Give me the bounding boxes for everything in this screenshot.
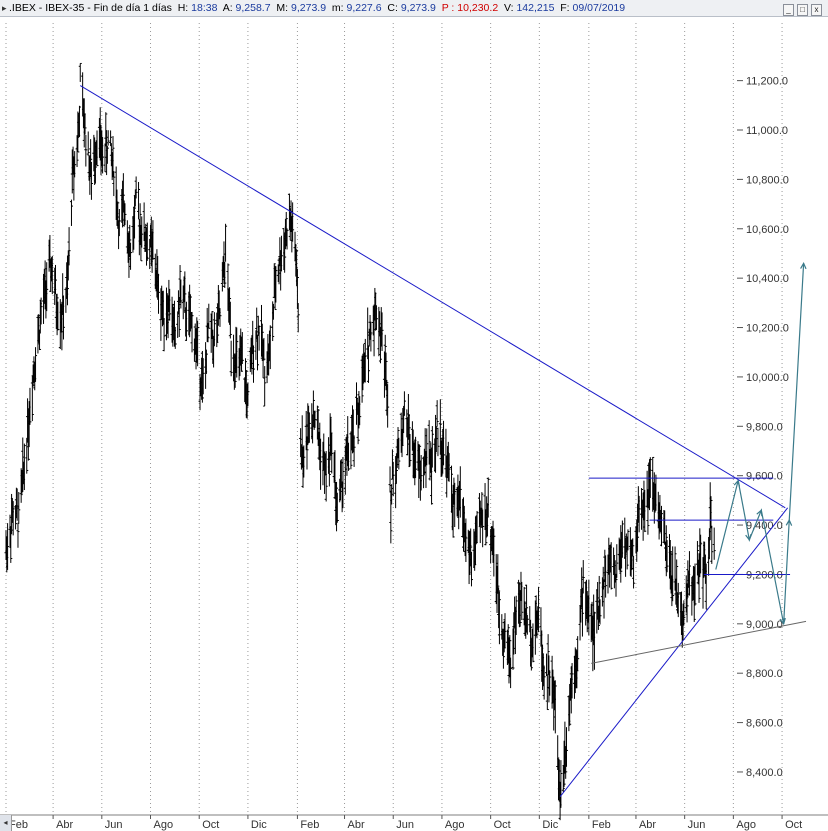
y-tick-label: 10,400.0 <box>746 273 789 285</box>
x-tick-label: Jun <box>105 819 123 831</box>
header-min-label: m: <box>331 2 344 14</box>
header-name: IBEX-35 <box>45 2 85 14</box>
x-tick-label: Ago <box>445 819 465 831</box>
projection-arrowhead <box>745 533 752 542</box>
projection-arrowhead <box>756 509 763 517</box>
close-button[interactable]: x <box>811 4 822 16</box>
window-buttons: _ □ x <box>780 1 822 17</box>
x-tick-label: Abr <box>56 819 73 831</box>
y-tick-label: 11,000.0 <box>746 125 788 137</box>
y-tick-label: 8,400.0 <box>746 767 783 779</box>
x-tick-label: Feb <box>300 819 319 831</box>
header-p-label: P : <box>441 2 455 14</box>
header-f-label: F: <box>560 2 570 14</box>
x-tick-label: Oct <box>785 819 802 831</box>
trendline <box>559 507 789 797</box>
header-m-value: 9,273.9 <box>291 2 327 14</box>
y-tick-label: 10,000.0 <box>746 372 789 384</box>
y-tick-label: 9,800.0 <box>746 421 783 433</box>
header-separator: - <box>35 2 46 14</box>
x-tick-label: Dic <box>542 819 558 831</box>
trendline <box>79 85 786 509</box>
maximize-button[interactable]: □ <box>797 4 808 16</box>
x-tick-label: Ago <box>736 819 756 831</box>
x-tick-label: Jun <box>688 819 706 831</box>
header-text: .IBEX - IBEX-35 - Fin de día 1 días H: 1… <box>9 0 625 16</box>
trendline <box>591 620 807 664</box>
projection-arrowhead <box>800 262 807 270</box>
header-a-label: A: <box>222 2 233 14</box>
chart-background <box>0 17 828 831</box>
y-tick-label: 8,800.0 <box>746 668 783 680</box>
y-tick-label: 10,600.0 <box>746 224 789 236</box>
header-period: Fin de día 1 días <box>93 2 172 14</box>
header-v-value: 142,215 <box>516 2 555 14</box>
x-tick-label: Dic <box>251 819 267 831</box>
header-a-value: 9,258.7 <box>235 2 271 14</box>
price-bars <box>4 62 716 821</box>
price-chart[interactable]: Feb Abr Jun Ago Oct Dic Feb Abr Jun Ago Oct Dic Feb A… <box>0 17 828 831</box>
header-p-value: 10,230.2 <box>457 2 499 14</box>
y-tick-label: 10,200.0 <box>746 323 789 335</box>
x-tick-label: Feb <box>9 819 28 831</box>
header-min-value: 9,227.6 <box>346 2 382 14</box>
x-tick-label: Ago <box>154 819 174 831</box>
header-v-label: V: <box>504 2 514 14</box>
header-c-value: 9,273.9 <box>400 2 436 14</box>
x-tick-label: Jun <box>396 819 414 831</box>
y-tick-label: 8,600.0 <box>746 718 783 730</box>
x-tick-label: Abr <box>639 819 656 831</box>
header-h-value: 18:38 <box>191 2 218 14</box>
x-tick-label: Abr <box>348 819 365 831</box>
menu-arrow-icon[interactable]: ▸ <box>2 3 7 13</box>
x-tick-label: Feb <box>592 819 611 831</box>
projection-arrowhead <box>779 617 786 626</box>
y-tick-label: 9,200.0 <box>746 569 783 581</box>
y-tick-label: 10,800.0 <box>746 174 789 186</box>
header-c-label: C: <box>387 2 398 14</box>
chart-title-bar: ▸ .IBEX - IBEX-35 - Fin de día 1 días H:… <box>0 0 828 17</box>
header-m-label: M: <box>276 2 289 14</box>
projection-arrowhead <box>733 479 741 487</box>
y-tick-label: 11,200.0 <box>746 76 788 88</box>
header-h-label: H: <box>177 2 189 14</box>
scroll-left-icon[interactable]: ◂ <box>0 815 12 831</box>
projection-arrowhead <box>785 518 793 526</box>
y-tick-label: 9,600.0 <box>746 471 783 483</box>
minimize-button[interactable]: _ <box>783 4 794 16</box>
header-symbol: .IBEX <box>9 2 36 14</box>
header-separator: - <box>84 2 94 14</box>
header-f-value: 09/07/2019 <box>572 2 626 14</box>
x-tick-label: Oct <box>494 819 511 831</box>
x-tick-label: Oct <box>202 819 219 831</box>
